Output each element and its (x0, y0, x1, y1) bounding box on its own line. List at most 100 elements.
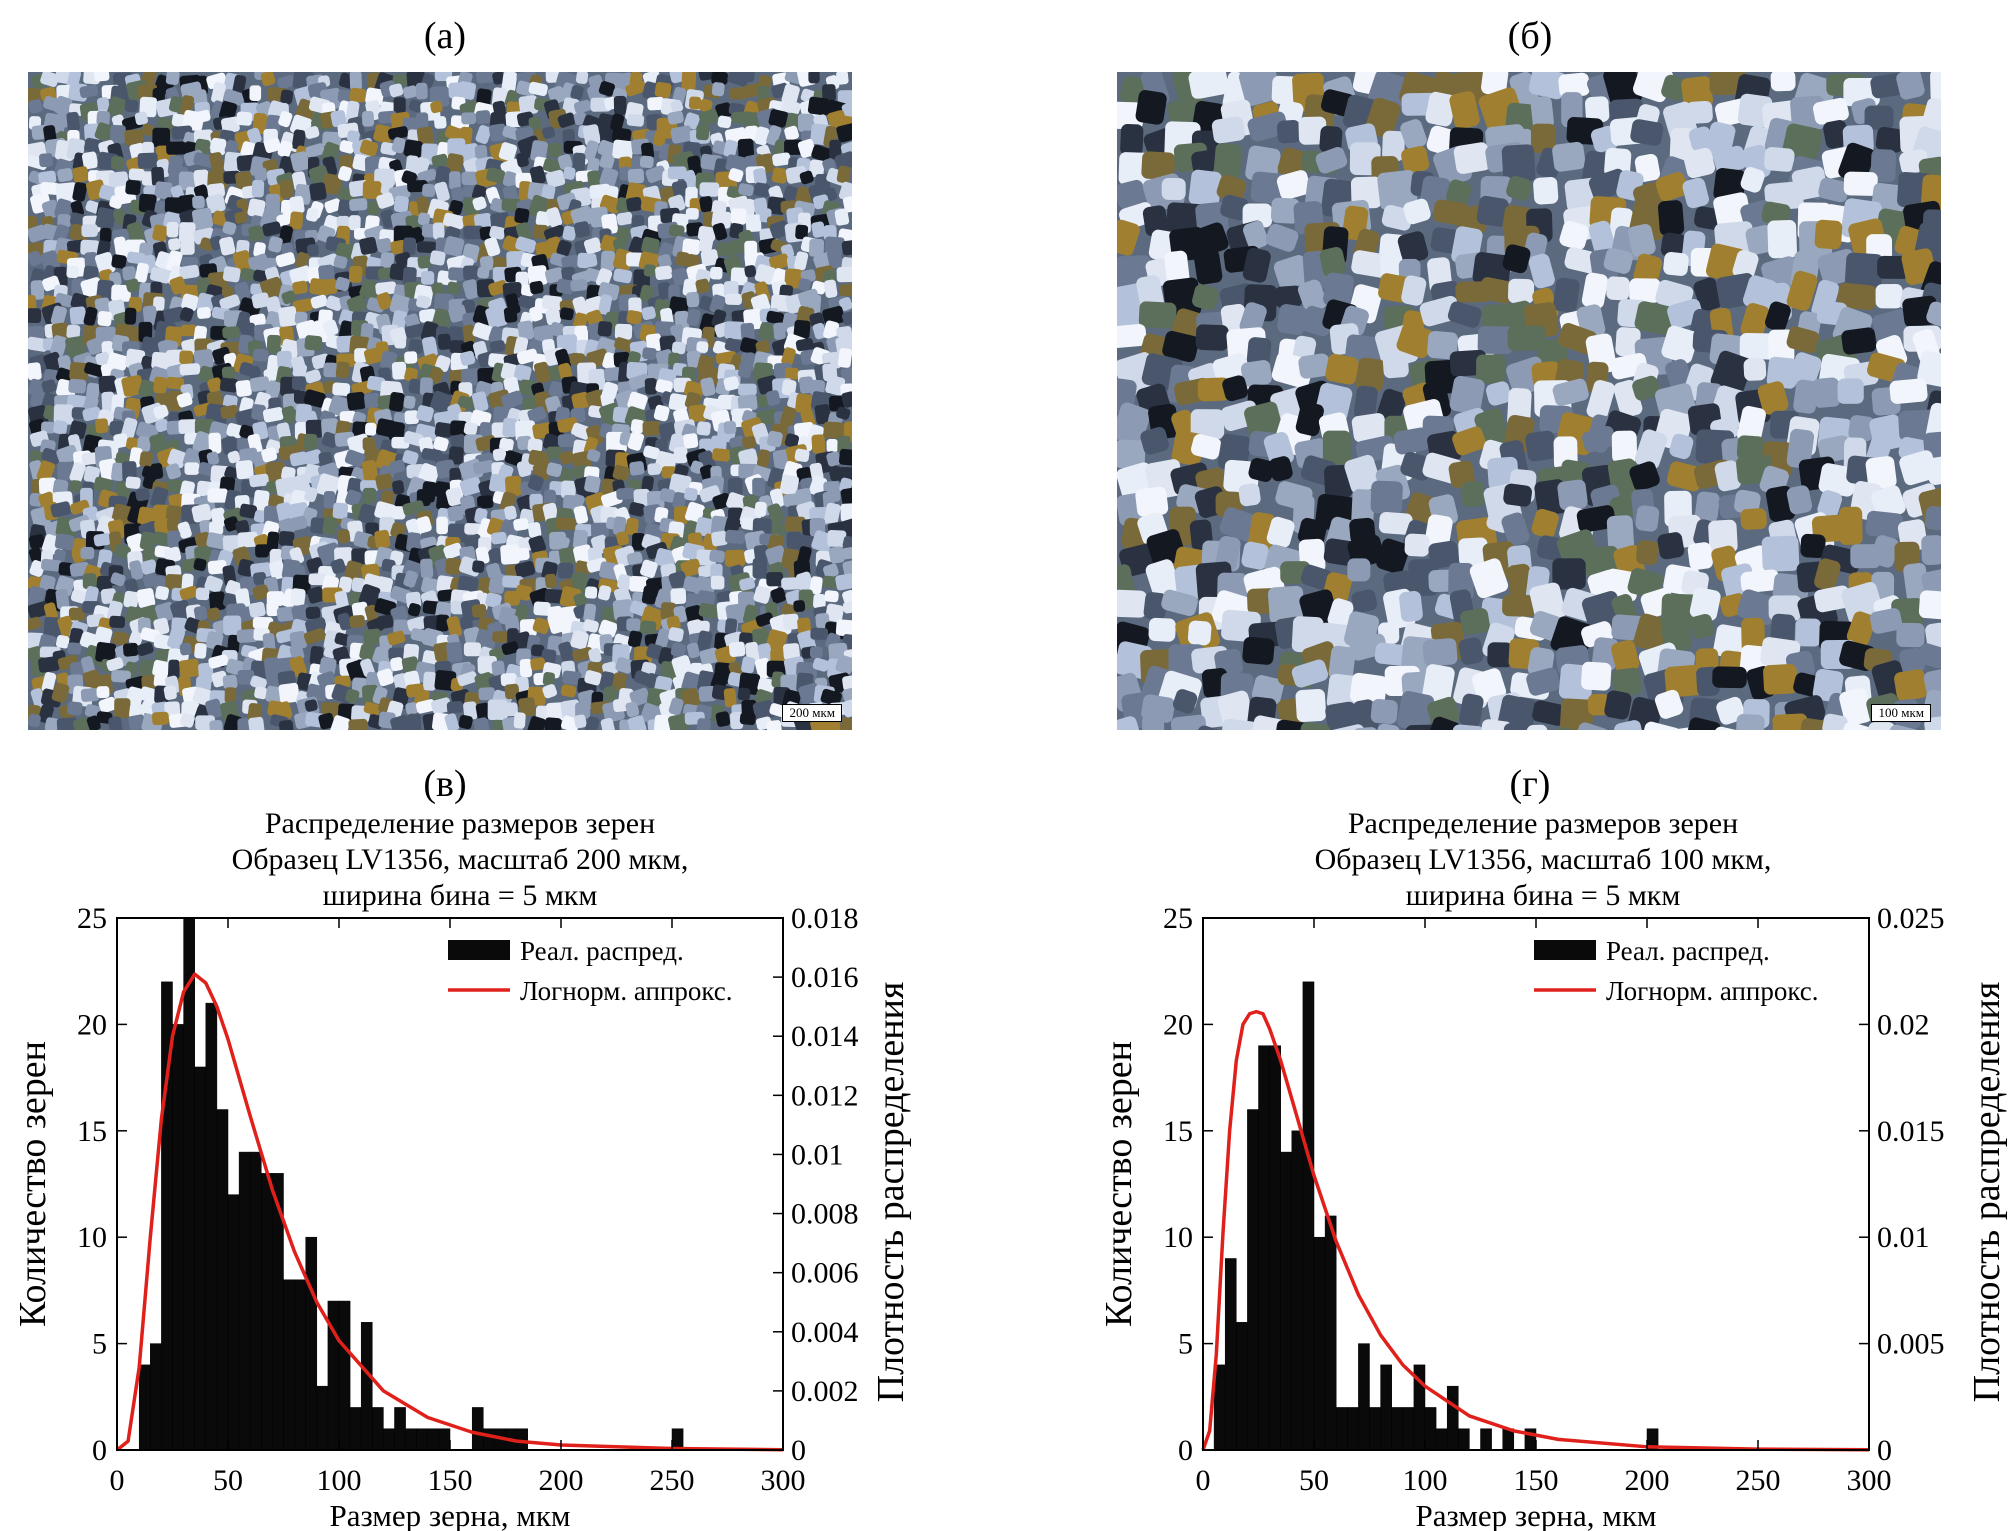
grain (222, 221, 237, 235)
grain (492, 100, 506, 115)
grain (367, 201, 381, 216)
grain (529, 165, 546, 185)
grain (546, 207, 563, 228)
legend-fit-label: Логнорм. аппрокс. (1606, 976, 1819, 1006)
grain (361, 111, 375, 127)
grain (573, 99, 592, 114)
grain (166, 141, 187, 155)
grain (842, 195, 852, 213)
y2-tick-label: 0.015 (1877, 1115, 1945, 1148)
grain (613, 95, 627, 116)
grain (134, 111, 148, 126)
grain (489, 123, 508, 142)
histogram-bar (261, 1173, 273, 1451)
grain (57, 214, 71, 228)
grain (391, 137, 406, 154)
grain (193, 169, 210, 191)
grain (417, 212, 431, 226)
y2-tick-label: 0.002 (791, 1375, 859, 1408)
grain (489, 225, 506, 240)
grain (432, 222, 445, 240)
x-tick-label: 50 (213, 1464, 243, 1497)
y-tick-label: 20 (1163, 1008, 1193, 1041)
grain (668, 194, 686, 213)
grain (433, 116, 447, 129)
grain (125, 179, 141, 196)
x-tick-label: 250 (650, 1464, 695, 1497)
histogram-bar (372, 1407, 384, 1451)
chart-d: 0 50 100 150 200 250 300051015202500.0050.010.… (1098, 902, 2008, 1531)
grain (838, 181, 852, 201)
grain (728, 168, 744, 183)
grain (393, 195, 409, 213)
grain (442, 212, 466, 230)
x-tick-label: 200 (539, 1464, 584, 1497)
grain (434, 181, 450, 202)
histogram-bar (1302, 981, 1315, 1451)
grain (84, 137, 103, 154)
x-tick-label: 250 (1736, 1464, 1781, 1497)
y2-tick-label: 0.025 (1877, 902, 1945, 935)
grain (501, 198, 522, 212)
grain (784, 125, 799, 141)
grain (532, 224, 549, 240)
grain (498, 142, 518, 162)
grain (388, 185, 411, 201)
histogram-bar (205, 1002, 218, 1451)
grain (461, 112, 477, 125)
grain (729, 87, 748, 100)
grain (711, 72, 728, 85)
grain (586, 157, 600, 175)
grain (278, 111, 293, 128)
grain (545, 169, 566, 188)
grain (570, 205, 595, 228)
grain (211, 82, 226, 104)
grain (808, 159, 825, 178)
y2-tick-label: 0.008 (791, 1198, 859, 1231)
grain (829, 139, 842, 160)
grain (289, 195, 305, 215)
grain (192, 195, 205, 209)
histogram-bar (249, 1151, 262, 1451)
grain (715, 102, 733, 119)
grain (797, 138, 817, 158)
grain (530, 140, 549, 162)
y2-tick-label: 0.018 (791, 902, 859, 935)
grain (251, 179, 265, 198)
grain (528, 81, 548, 97)
x-tick-label: 100 (317, 1464, 362, 1497)
grain (572, 152, 586, 174)
grain (699, 182, 720, 197)
grain (647, 96, 665, 111)
grain (723, 139, 738, 158)
grain (111, 156, 124, 170)
histogram-bar (360, 1322, 373, 1451)
grain (362, 180, 382, 200)
grain (612, 139, 634, 160)
grain (66, 111, 80, 132)
grain (95, 207, 117, 230)
grain (451, 186, 464, 203)
histogram-bar (194, 1066, 207, 1451)
grain (599, 167, 619, 188)
grain (616, 211, 633, 226)
histogram-bar (1480, 1428, 1492, 1451)
grain (206, 194, 226, 214)
grain (124, 99, 139, 113)
histogram-bar (1280, 1151, 1293, 1451)
grain (667, 166, 687, 180)
grain (582, 124, 601, 146)
grain (79, 84, 99, 98)
grain (745, 214, 762, 232)
grain (345, 100, 360, 123)
grain (548, 143, 563, 158)
grain (754, 126, 770, 146)
grain (210, 137, 227, 156)
grain (346, 130, 360, 143)
grain (387, 126, 409, 140)
y2-tick-label: 0.014 (791, 1020, 859, 1053)
y2-tick-label: 0.016 (791, 961, 859, 994)
histogram-bar (1269, 1045, 1281, 1451)
grain (821, 84, 836, 102)
